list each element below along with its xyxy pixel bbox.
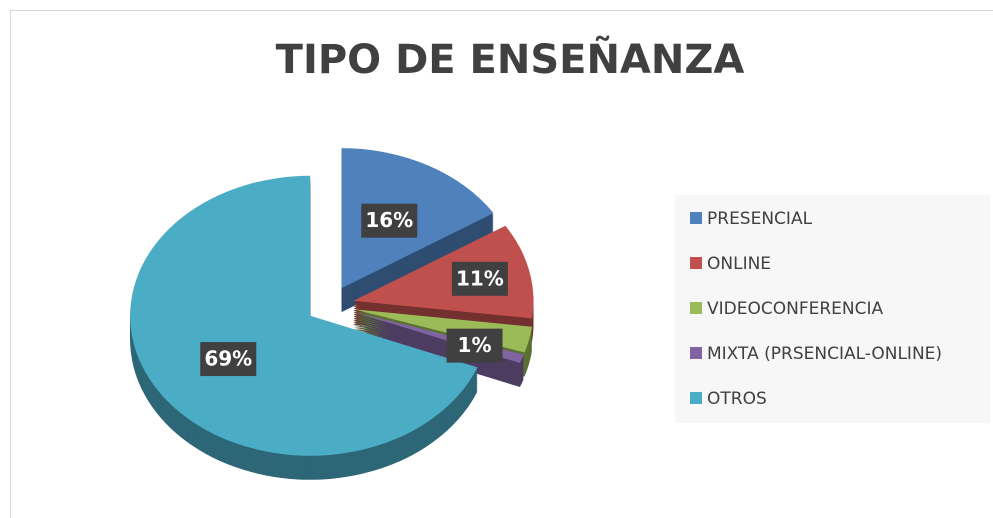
data-label: 69% <box>204 347 252 371</box>
legend-box <box>675 195 990 423</box>
legend-swatch <box>690 257 702 269</box>
data-label-box <box>451 261 508 296</box>
legend-swatch <box>690 302 702 314</box>
legend-label: VIDEOCONFERENCIA <box>707 299 883 319</box>
data-label-box <box>361 203 418 238</box>
legend-swatch <box>690 347 702 359</box>
slice <box>130 175 478 456</box>
data-label-box <box>200 342 257 377</box>
legend-label: PRESENCIAL <box>707 209 813 229</box>
legend-label: MIXTA (PRSENCIAL-ONLINE) <box>707 344 942 364</box>
slice-side <box>352 327 524 380</box>
data-label: 11% <box>456 266 504 290</box>
data-label: 16% <box>365 208 413 232</box>
data-label-box <box>446 328 503 363</box>
legend-swatch <box>690 212 702 224</box>
legend-swatch <box>690 392 702 404</box>
data-label: 1% <box>458 333 492 357</box>
legend-label: ONLINE <box>707 254 771 274</box>
legend-label: OTROS <box>707 389 767 409</box>
slice <box>341 148 494 289</box>
slice-side <box>352 325 524 378</box>
chart-title: TIPO DE ENSEÑANZA <box>276 35 745 83</box>
